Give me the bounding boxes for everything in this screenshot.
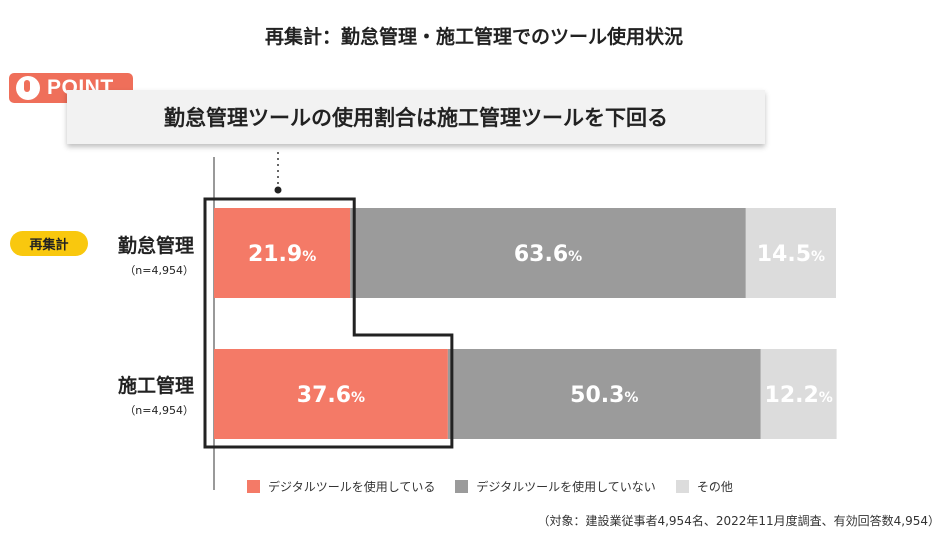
legend-swatch	[675, 480, 689, 493]
callout-text: 勤怠管理ツールの使用割合は施工管理ツールを下回る	[164, 106, 668, 130]
data-label: 50.3%	[570, 383, 638, 408]
page-title: 再集計：勤怠管理・施工管理でのツール使用状況	[264, 26, 683, 48]
bar-segment	[350, 208, 746, 298]
legend-swatch	[247, 480, 260, 493]
data-label: 37.6%	[297, 383, 365, 408]
data-label: 12.2%	[765, 383, 833, 408]
legend-item: デジタルツールを使用していない	[455, 478, 656, 495]
legend-item: その他	[675, 478, 733, 495]
legend-item: デジタルツールを使用している	[247, 478, 435, 495]
data-label: 21.9%	[248, 242, 316, 267]
legend-label: その他	[696, 480, 733, 494]
callout-box: 勤怠管理ツールの使用割合は施工管理ツールを下回る	[67, 90, 765, 144]
bar-segment	[447, 349, 761, 439]
category-name: 施工管理	[117, 375, 194, 397]
recount-badge: 再集計	[10, 231, 88, 256]
category-label-construction: 施工管理 （n=4,954）	[74, 371, 194, 418]
category-n: （n=4,954）	[124, 264, 194, 277]
data-label: 63.6%	[514, 242, 582, 267]
legend-label: デジタルツールを使用していない	[476, 480, 656, 494]
category-n: （n=4,954）	[124, 404, 194, 417]
pointer-dot	[274, 186, 282, 194]
legend-label: デジタルツールを使用している	[268, 480, 436, 494]
bar-segment	[214, 349, 448, 439]
category-name: 勤怠管理	[117, 235, 194, 257]
pointing-hand-icon	[16, 76, 40, 100]
bar-segment	[760, 349, 837, 439]
legend: デジタルツールを使用している デジタルツールを使用していない その他	[247, 478, 753, 495]
legend-swatch	[455, 480, 469, 493]
highlight-outline	[203, 197, 454, 449]
data-label: 14.5%	[757, 242, 825, 267]
footnote: （対象：建設業従事者4,954名、2022年11月度調査、有効回答数4,954）	[537, 514, 940, 528]
bar-segment	[745, 208, 836, 298]
bar-segment	[214, 208, 351, 298]
category-label-attendance: 勤怠管理 （n=4,954）	[74, 231, 194, 278]
